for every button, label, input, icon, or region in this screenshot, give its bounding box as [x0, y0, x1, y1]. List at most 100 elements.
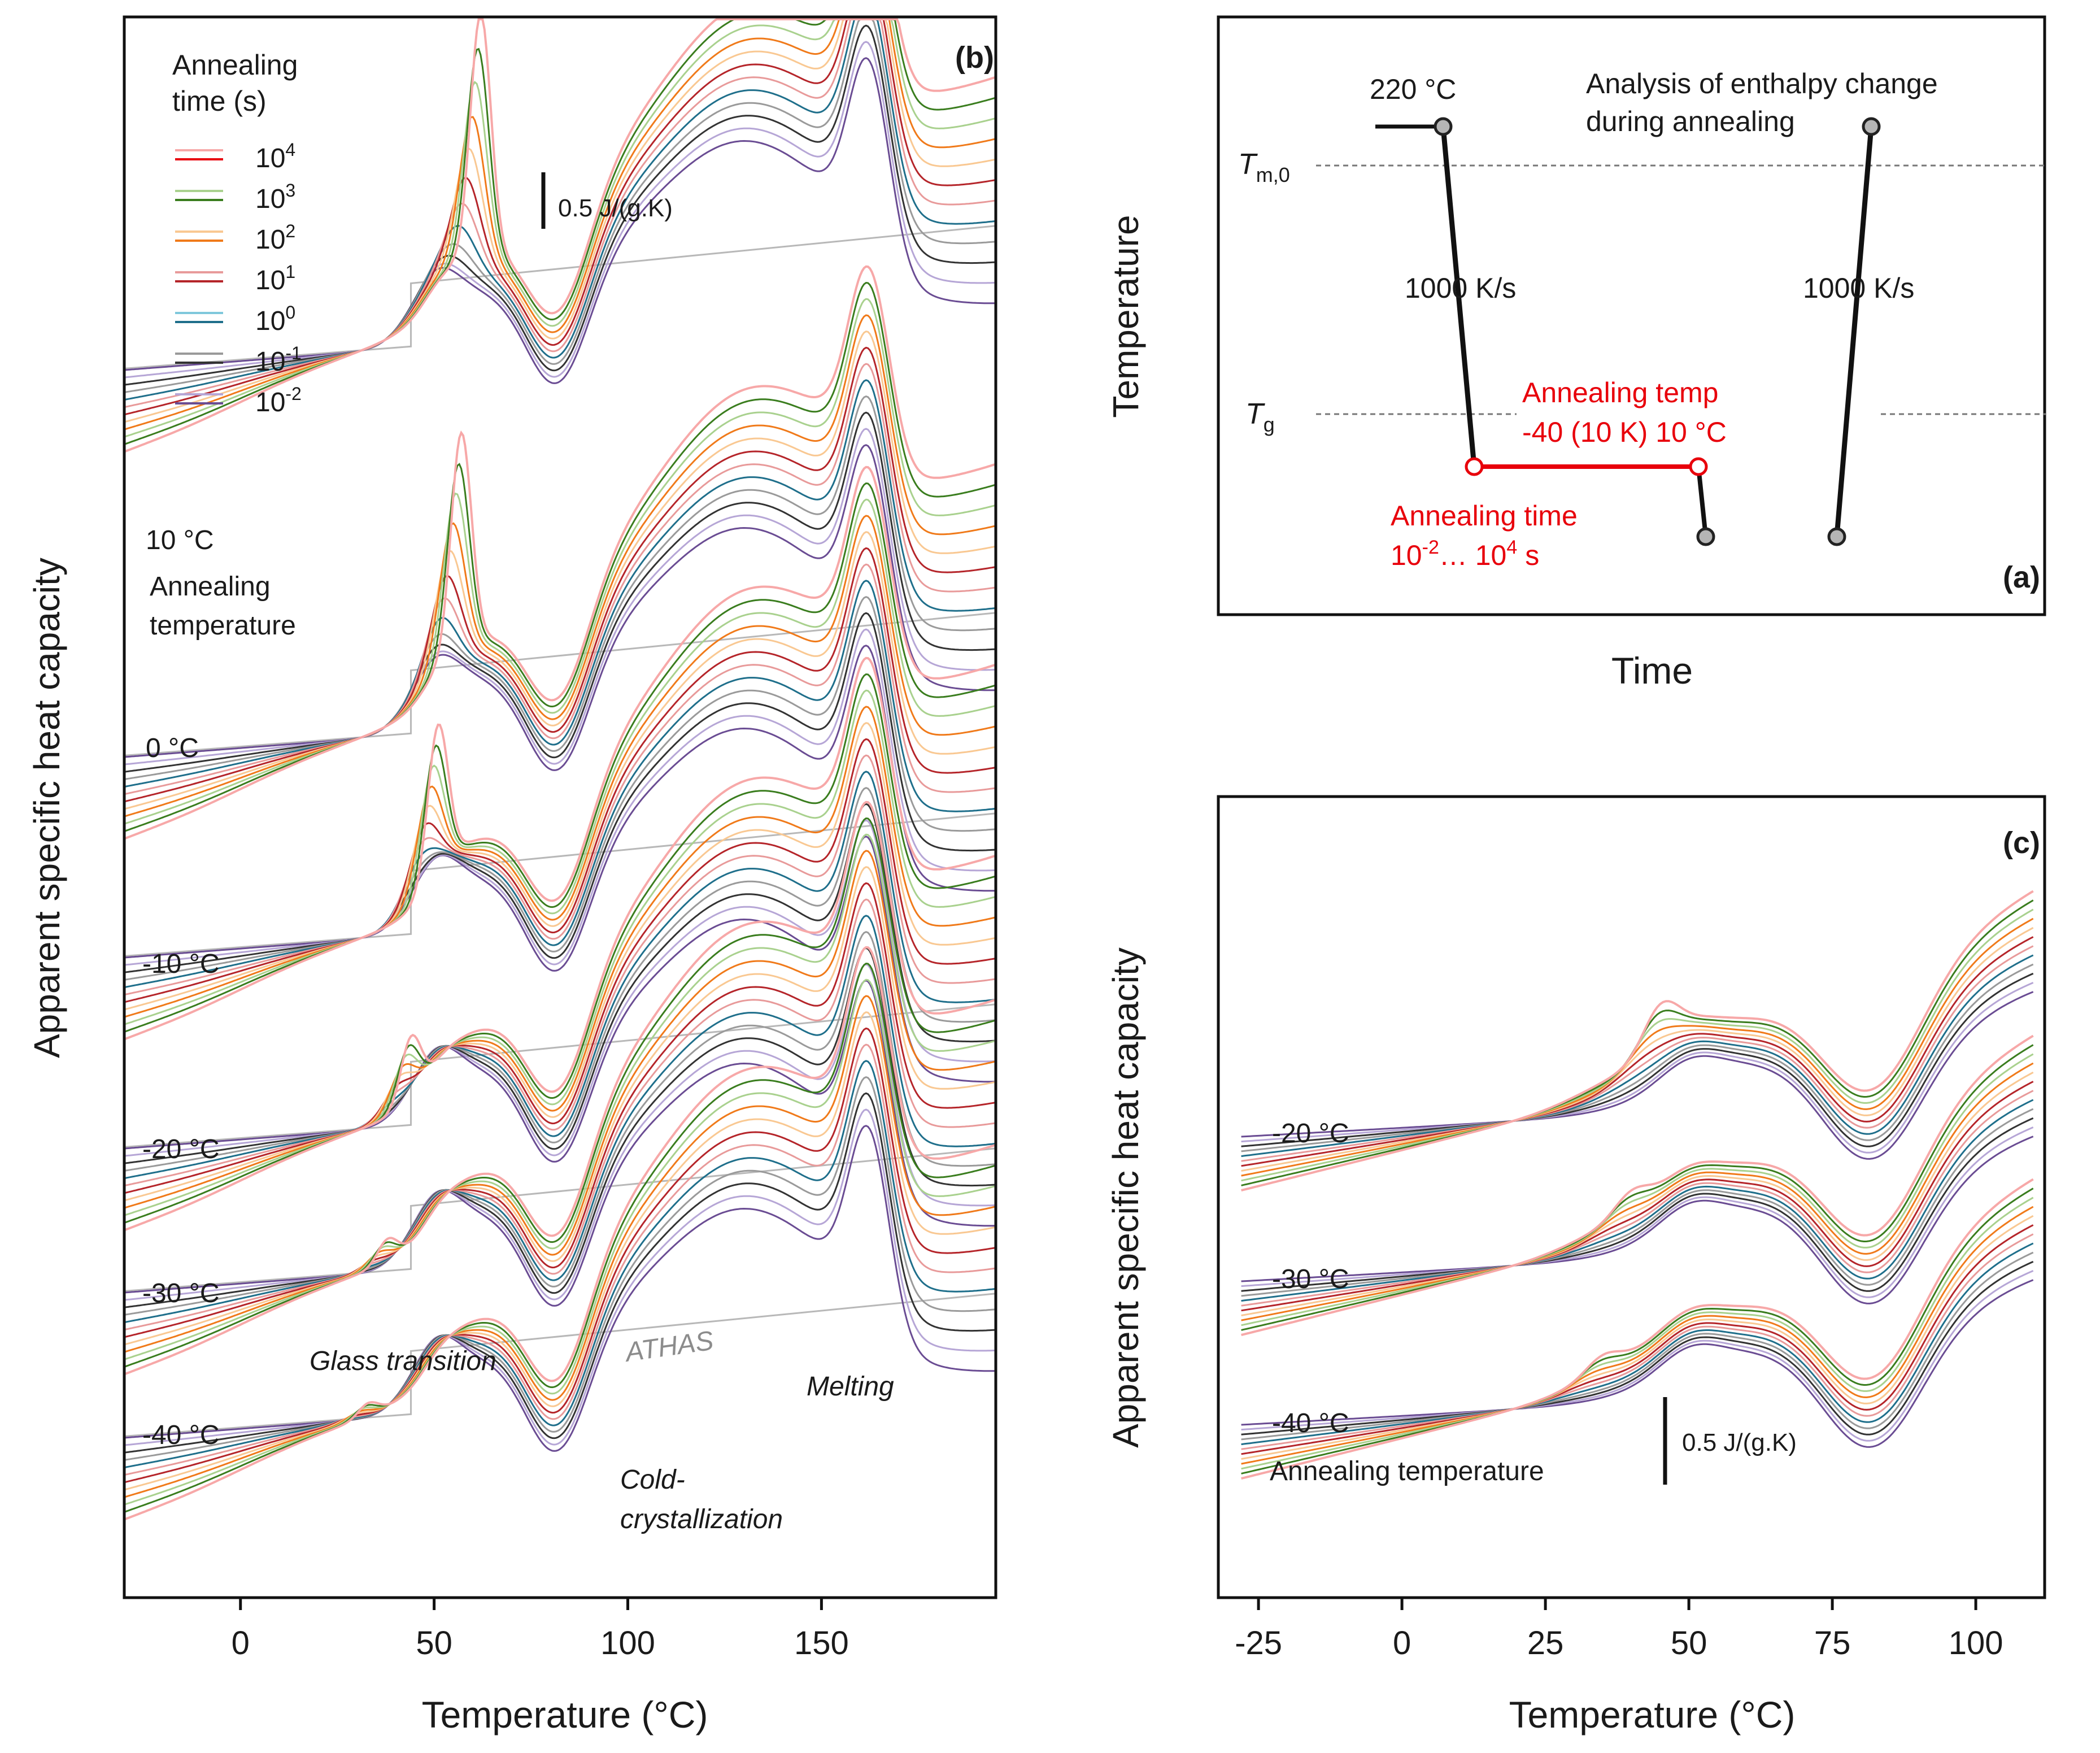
curve-b-3-1 — [124, 819, 996, 1157]
curve-b-5-8 — [124, 995, 996, 1498]
curve-b-5-6 — [124, 1027, 996, 1484]
curve-c-0-4 — [1241, 954, 2034, 1158]
annealing-label-line1: Annealing — [150, 572, 271, 602]
curve-b-1-9 — [124, 298, 996, 825]
curve-c-0-11 — [1241, 890, 2034, 1191]
panel-a-frame — [1217, 15, 2046, 616]
curve-b-4-10 — [124, 817, 996, 1368]
curve-b-1-0 — [124, 444, 996, 771]
annotation-athas: ATHAS — [622, 1326, 715, 1368]
curve-b-3-7 — [124, 722, 996, 1202]
curve-b-4-6 — [124, 882, 996, 1338]
legend-title-line2: time (s) — [172, 85, 267, 117]
curve-b-2-11 — [124, 466, 996, 1041]
legend-label-2: 102 — [255, 221, 295, 255]
label-220: 220 °C — [1370, 73, 1456, 105]
label-anneal-time-line1: Annealing time — [1391, 500, 1578, 532]
point-220 — [1434, 117, 1453, 136]
curve-c-1-4 — [1241, 1099, 2034, 1302]
curve-b-4-8 — [124, 850, 996, 1353]
quench-segment — [1696, 466, 1708, 537]
curve-b-3-6 — [124, 738, 996, 1194]
panel-c-curves — [1241, 890, 2034, 1480]
curve-c-0-6 — [1241, 936, 2034, 1167]
panel-c: -25 0 25 50 75 100 (c) -20 °C -30 °C -40 °C A… — [1105, 795, 2046, 1735]
curve-c-1-1 — [1241, 1126, 2034, 1298]
annotation-melting: Melting — [807, 1372, 894, 1402]
c-xtick-label-4: 75 — [1814, 1625, 1851, 1661]
anneal-temp-label-0: 0 °C — [146, 733, 199, 763]
c-anneal-temp-label-m20: -20 °C — [1272, 1119, 1349, 1149]
panel-a-label: (a) — [2003, 560, 2040, 594]
curve-c-1-3 — [1241, 1108, 2034, 1297]
panel-a-ylabel: Temperature — [1105, 215, 1146, 417]
annealing-label-line2: temperature — [150, 611, 296, 641]
curve-c-0-1 — [1241, 982, 2034, 1154]
curve-b-5-1 — [124, 1108, 996, 1446]
curve-b-5-0 — [124, 1125, 996, 1452]
label-anneal-time-line2: 10-2… 104 s — [1391, 537, 1539, 571]
curve-c-1-6 — [1241, 1081, 2034, 1312]
panel-b-ylabel: Apparent specific heat capacity — [27, 558, 67, 1058]
curve-b-2-8 — [124, 515, 996, 1018]
curve-b-3-4 — [124, 771, 996, 1180]
anneal-temp-label-m40: -40 °C — [142, 1420, 220, 1450]
curve-b-2-9 — [124, 498, 996, 1025]
curve-b-3-5 — [124, 754, 996, 1187]
curve-b-4-1 — [124, 963, 996, 1301]
curve-b-2-6 — [124, 547, 996, 1003]
curve-b-1-10 — [124, 281, 996, 832]
curve-b-1-11 — [124, 265, 996, 840]
curve-c-1-10 — [1241, 1044, 2034, 1331]
panel-b-xlabel: Temperature (°C) — [422, 1694, 708, 1735]
curve-b-2-10 — [124, 482, 996, 1033]
annotation-cold-line2: crystallization — [620, 1504, 783, 1534]
label-anneal-temp-line2: -40 (10 K) 10 °C — [1522, 416, 1727, 448]
legend-label-1: 103 — [255, 180, 295, 214]
curve-b-1-6 — [124, 346, 996, 803]
panel-b-curves — [124, 18, 996, 1521]
curve-c-2-8 — [1241, 1206, 2034, 1465]
legend-label-4: 100 — [255, 302, 295, 336]
curve-b-0-4 — [124, 18, 996, 401]
curve-c-0-0 — [1241, 991, 2034, 1160]
c-annealing-temperature-label: Annealing temperature — [1270, 1456, 1544, 1486]
curve-b-3-8 — [124, 706, 996, 1209]
curve-c-2-1 — [1241, 1270, 2034, 1442]
curve-b-2-4 — [124, 580, 996, 989]
curve-c-2-10 — [1241, 1187, 2034, 1474]
curve-b-0-2 — [124, 24, 996, 386]
curve-b-4-4 — [124, 915, 996, 1324]
point-heat-start — [1827, 527, 1846, 546]
curve-b-3-10 — [124, 673, 996, 1224]
point-anneal-start — [1465, 457, 1484, 476]
curve-c-2-2 — [1241, 1260, 2034, 1436]
curve-c-2-0 — [1241, 1279, 2034, 1448]
curve-b-5-7 — [124, 1011, 996, 1491]
b-xtick-label-1: 50 — [416, 1625, 452, 1661]
curve-c-1-9 — [1241, 1053, 2034, 1326]
label-anneal-temp-line1: Annealing temp — [1522, 377, 1718, 408]
label-rate-heating: 1000 K/s — [1803, 272, 1914, 304]
legend-label-3: 101 — [255, 262, 295, 295]
curve-b-1-3 — [124, 395, 996, 780]
anneal-temp-label-m30: -30 °C — [142, 1278, 220, 1308]
point-quench-end — [1696, 527, 1715, 546]
curve-c-2-4 — [1241, 1242, 2034, 1446]
curve-c-2-11 — [1241, 1178, 2034, 1480]
panel-a-xlabel: Time — [1611, 650, 1693, 691]
panel-b-frame — [123, 15, 997, 1599]
curve-b-5-9 — [124, 978, 996, 1506]
panel-c-xlabel: Temperature (°C) — [1509, 1694, 1796, 1735]
curve-b-1-1 — [124, 428, 996, 765]
curve-b-5-3 — [124, 1076, 996, 1461]
panel-b: 0 50 100 150 (b) Annealing time (s) 1041031… — [27, 15, 997, 1735]
curve-b-5-2 — [124, 1092, 996, 1454]
c-anneal-temp-label-m40: -40 °C — [1272, 1408, 1349, 1438]
panel-c-x-axis: -25 0 25 50 75 100 — [1235, 1598, 2003, 1661]
annotation-cold-line1: Cold- — [620, 1465, 685, 1495]
curve-b-2-5 — [124, 563, 996, 996]
curve-b-4-5 — [124, 898, 996, 1331]
c-xtick-label-3: 50 — [1671, 1625, 1707, 1661]
curve-c-1-0 — [1241, 1136, 2034, 1304]
